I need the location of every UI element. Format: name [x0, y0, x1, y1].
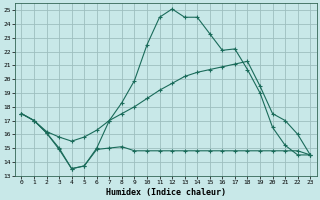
X-axis label: Humidex (Indice chaleur): Humidex (Indice chaleur) [106, 188, 226, 197]
